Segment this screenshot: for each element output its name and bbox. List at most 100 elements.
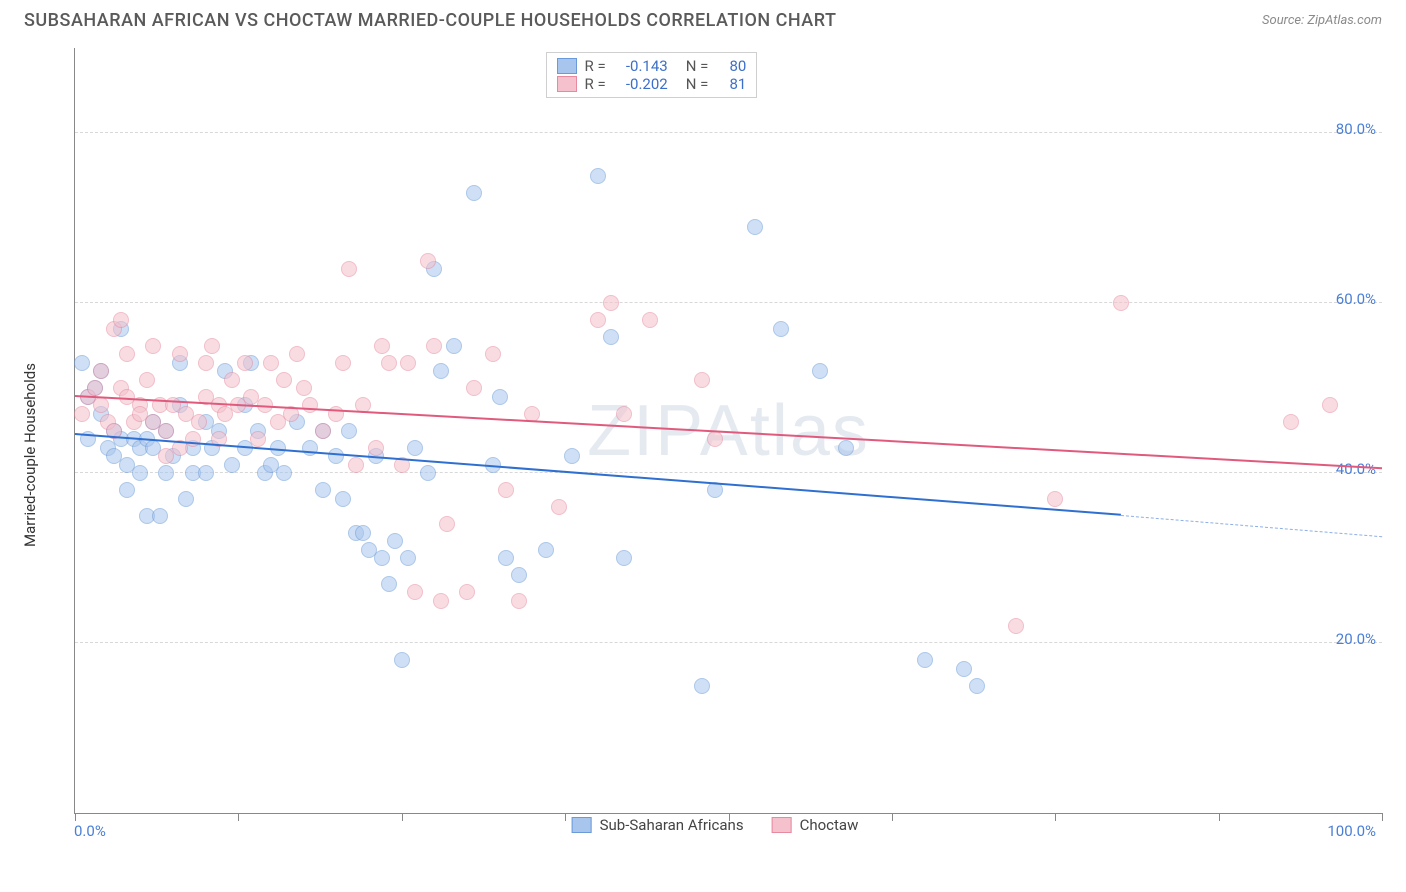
chart-title: SUBSAHARAN AFRICAN VS CHOCTAW MARRIED-CO…: [24, 10, 836, 31]
scatter-point: [335, 355, 351, 371]
legend-swatch: [557, 58, 577, 74]
scatter-point: [348, 457, 364, 473]
scatter-point: [969, 678, 985, 694]
scatter-point: [145, 338, 161, 354]
scatter-point: [224, 457, 240, 473]
trend-line-extrapolated: [1121, 515, 1382, 537]
scatter-point: [374, 550, 390, 566]
scatter-point: [551, 499, 567, 515]
scatter-point: [590, 168, 606, 184]
scatter-point: [158, 465, 174, 481]
scatter-point: [172, 346, 188, 362]
scatter-point: [328, 448, 344, 464]
series-legend: Sub-Saharan Africans Choctaw: [572, 816, 859, 834]
x-tick: [565, 813, 566, 821]
scatter-point: [341, 423, 357, 439]
scatter-point: [420, 253, 436, 269]
source-credit: Source: ZipAtlas.com: [1262, 13, 1382, 28]
legend-item: Choctaw: [772, 816, 859, 834]
correlation-stats-box: R =-0.143N =80R =-0.202N =81: [546, 52, 758, 98]
scatter-point: [407, 584, 423, 600]
y-tick-label: 20.0%: [1336, 630, 1376, 648]
x-tick: [1382, 813, 1383, 821]
scatter-point: [328, 406, 344, 422]
scatter-point: [237, 355, 253, 371]
r-value: -0.143: [614, 57, 668, 75]
scatter-point: [74, 406, 90, 422]
scatter-point: [426, 338, 442, 354]
scatter-point: [158, 423, 174, 439]
scatter-point: [74, 355, 90, 371]
scatter-point: [224, 372, 240, 388]
scatter-point: [394, 652, 410, 668]
scatter-point: [139, 372, 155, 388]
scatter-point: [1322, 397, 1338, 413]
legend-swatch: [772, 817, 792, 833]
scatter-point: [459, 584, 475, 600]
scatter-point: [250, 431, 266, 447]
scatter-point: [1008, 618, 1024, 634]
scatter-point: [93, 397, 109, 413]
x-tick: [1055, 813, 1056, 821]
scatter-point: [381, 355, 397, 371]
scatter-point: [466, 380, 482, 396]
scatter-point: [315, 423, 331, 439]
scatter-point: [616, 406, 632, 422]
scatter-point: [492, 389, 508, 405]
scatter-point: [204, 338, 220, 354]
n-value: 80: [716, 57, 746, 75]
scatter-point: [707, 431, 723, 447]
scatter-point: [1283, 414, 1299, 430]
scatter-point: [302, 397, 318, 413]
scatter-point: [132, 465, 148, 481]
scatter-point: [812, 363, 828, 379]
scatter-point: [315, 482, 331, 498]
scatter-point: [93, 363, 109, 379]
chart-area: Married-couple Households ZIPAtlas R =-0…: [48, 48, 1382, 844]
scatter-point: [276, 372, 292, 388]
r-value: -0.202: [614, 75, 668, 93]
scatter-point: [400, 355, 416, 371]
scatter-point: [642, 312, 658, 328]
scatter-point: [374, 338, 390, 354]
gridline: [75, 132, 1382, 133]
x-tick: [892, 813, 893, 821]
x-tick: [402, 813, 403, 821]
scatter-point: [498, 550, 514, 566]
x-tick: [1219, 813, 1220, 821]
scatter-point: [198, 355, 214, 371]
scatter-point: [538, 542, 554, 558]
legend-swatch: [557, 76, 577, 92]
scatter-point: [296, 380, 312, 396]
scatter-point: [198, 465, 214, 481]
scatter-point: [263, 355, 279, 371]
scatter-point: [956, 661, 972, 677]
scatter-point: [178, 491, 194, 507]
scatter-point: [355, 525, 371, 541]
scatter-point: [466, 185, 482, 201]
legend-swatch: [572, 817, 592, 833]
scatter-point: [387, 533, 403, 549]
scatter-point: [446, 338, 462, 354]
y-tick-label: 60.0%: [1336, 290, 1376, 308]
stat-label: R =: [585, 75, 606, 93]
plot-region: ZIPAtlas R =-0.143N =80R =-0.202N =81 20…: [74, 48, 1382, 814]
scatter-point: [420, 465, 436, 481]
scatter-point: [564, 448, 580, 464]
scatter-point: [590, 312, 606, 328]
stats-row: R =-0.202N =81: [557, 75, 747, 93]
y-tick-label: 80.0%: [1336, 120, 1376, 138]
gridline: [75, 302, 1382, 303]
scatter-point: [838, 440, 854, 456]
scatter-point: [400, 550, 416, 566]
scatter-point: [773, 321, 789, 337]
scatter-point: [119, 346, 135, 362]
scatter-point: [1113, 295, 1129, 311]
legend-label: Sub-Saharan Africans: [600, 816, 744, 834]
scatter-point: [113, 312, 129, 328]
x-axis-min-label: 0.0%: [74, 822, 106, 840]
n-value: 81: [716, 75, 746, 93]
y-axis-label: Married-couple Households: [21, 363, 39, 547]
x-tick: [238, 813, 239, 821]
scatter-point: [433, 363, 449, 379]
